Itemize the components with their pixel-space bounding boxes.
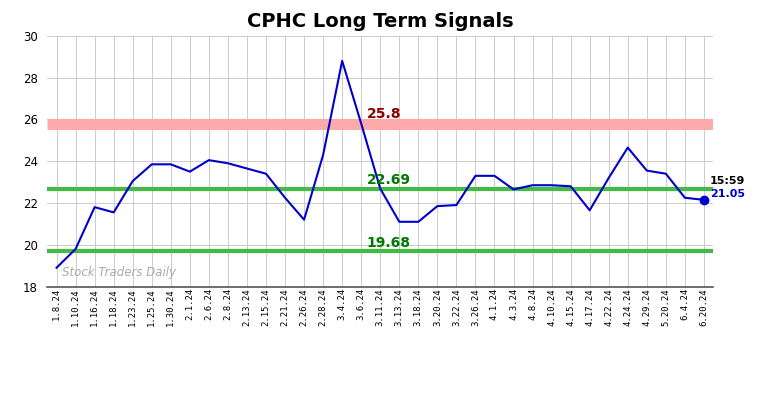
Text: 25.8: 25.8 (367, 107, 401, 121)
Text: 15:59: 15:59 (710, 176, 745, 186)
Text: 22.69: 22.69 (367, 173, 411, 187)
Text: 21.05: 21.05 (710, 189, 745, 199)
Text: 19.68: 19.68 (367, 236, 411, 250)
Text: Stock Traders Daily: Stock Traders Daily (62, 266, 176, 279)
Title: CPHC Long Term Signals: CPHC Long Term Signals (247, 12, 514, 31)
